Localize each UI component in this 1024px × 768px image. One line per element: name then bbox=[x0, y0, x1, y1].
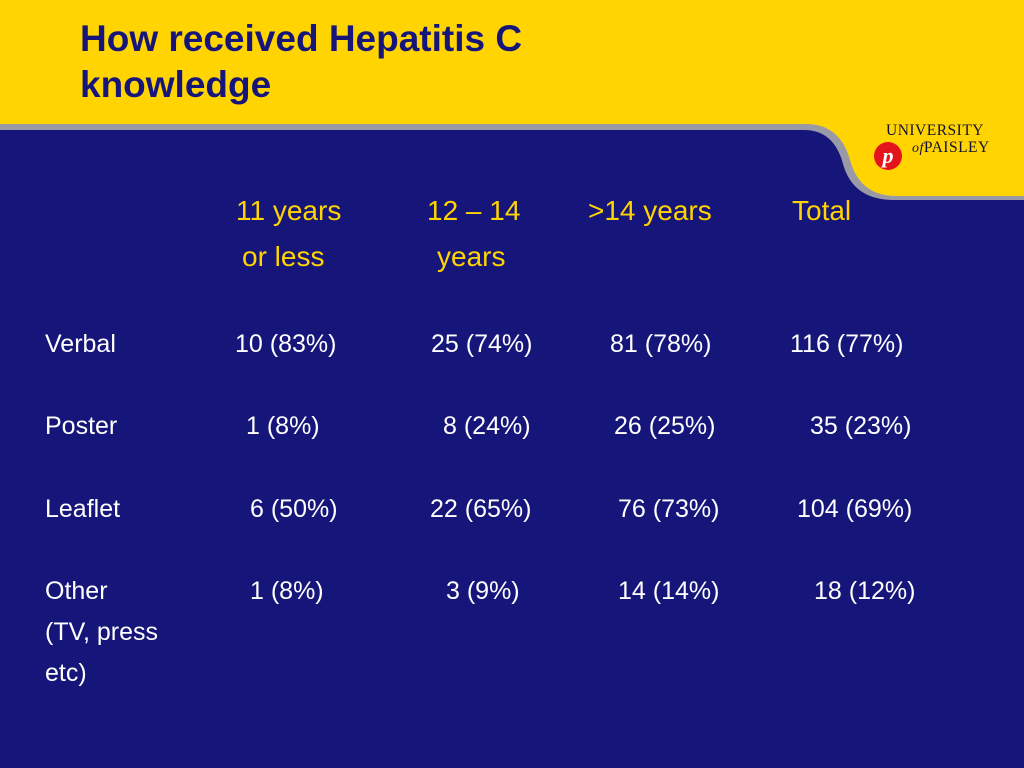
column-header-12-14: 12 – 14 years bbox=[427, 195, 521, 272]
row-label-verbal: Verbal bbox=[45, 330, 116, 358]
row-label-leaflet: Leaflet bbox=[45, 495, 121, 523]
table-cell: 35 (23%) bbox=[810, 412, 912, 440]
column-header-11-or-less: 11 years or less bbox=[236, 195, 342, 272]
column-header-over-14: >14 years bbox=[588, 195, 712, 226]
table-cell: 10 (83%) bbox=[235, 330, 337, 358]
table-cell: 26 (25%) bbox=[614, 412, 716, 440]
logo-of: of bbox=[912, 141, 924, 156]
logo-paisley: PAISLEY bbox=[923, 139, 990, 156]
row-label-poster: Poster bbox=[45, 412, 118, 440]
table-cell: 3 (9%) bbox=[446, 577, 520, 605]
logo-line-2: ofPAISLEY bbox=[912, 139, 990, 157]
table-cell: 22 (65%) bbox=[430, 495, 532, 523]
paisley-p-icon: p bbox=[874, 142, 902, 170]
table-cell: 116 (77%) bbox=[790, 330, 904, 358]
title-line-2: knowledge bbox=[80, 64, 272, 105]
slide-title: How received Hepatitis C knowledge bbox=[80, 16, 780, 108]
table-cell: 1 (8%) bbox=[250, 577, 324, 605]
table-cell: 14 (14%) bbox=[618, 577, 720, 605]
title-line-1: How received Hepatitis C bbox=[80, 18, 523, 59]
table-cell: 25 (74%) bbox=[431, 330, 533, 358]
row-label-other: Other (TV, press etc) bbox=[45, 577, 159, 687]
table-cell: 8 (24%) bbox=[443, 412, 531, 440]
column-header-total: Total bbox=[792, 195, 852, 226]
table-cell: 18 (12%) bbox=[814, 577, 916, 605]
logo-line-1: UNIVERSITY bbox=[886, 122, 984, 139]
table-cell: 6 (50%) bbox=[250, 495, 338, 523]
table-cell: 1 (8%) bbox=[246, 412, 320, 440]
table-cell: 104 (69%) bbox=[797, 495, 913, 523]
table-cell: 76 (73%) bbox=[618, 495, 720, 523]
university-logo: p UNIVERSITY ofPAISLEY bbox=[868, 118, 1018, 178]
table-cell: 81 (78%) bbox=[610, 330, 712, 358]
